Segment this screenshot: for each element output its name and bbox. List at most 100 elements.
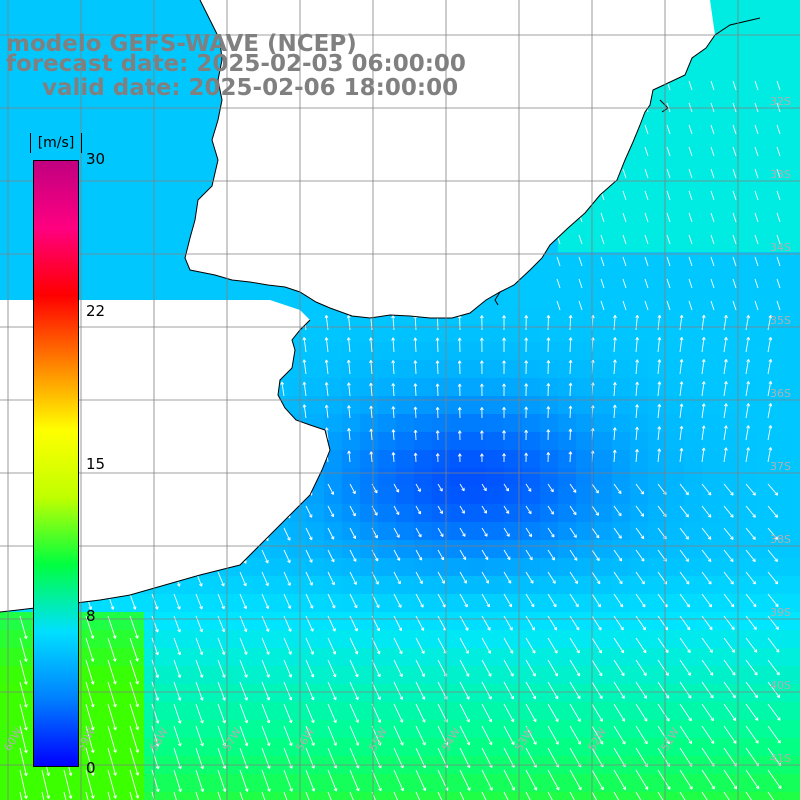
wind-arrow [393, 571, 401, 585]
field-cell [306, 396, 325, 415]
field-cell [630, 522, 649, 541]
wind-arrow [613, 703, 626, 722]
field-cell [324, 720, 343, 739]
field-cell [522, 774, 541, 793]
wind-arrow [413, 429, 418, 441]
field-cell [540, 450, 559, 469]
wind-arrow [261, 549, 269, 564]
field-cell [198, 630, 217, 649]
wind-arrow [701, 725, 715, 744]
field-cell [234, 612, 253, 631]
wind-arrow [644, 234, 649, 245]
wind-arrow [261, 791, 266, 800]
field-cell [666, 108, 685, 127]
field-cell [684, 720, 703, 739]
field-cell [216, 756, 235, 775]
wind-arrow [346, 382, 351, 397]
wind-arrow [173, 725, 182, 747]
field-cell [702, 252, 721, 271]
field-cell [576, 594, 595, 613]
wind-arrow [688, 80, 693, 91]
wind-arrow [613, 314, 617, 331]
wind-arrow [701, 381, 706, 397]
wind-arrow [767, 615, 779, 630]
field-cell [540, 252, 559, 271]
field-cell [756, 720, 775, 739]
field-cell [576, 702, 595, 721]
wind-arrow [393, 505, 400, 515]
wind-arrow [776, 80, 781, 91]
wind-arrow [525, 637, 536, 654]
field-cell [612, 666, 631, 685]
field-cell [792, 126, 800, 145]
field-cell [756, 630, 775, 649]
field-cell [738, 612, 757, 631]
field-cell [486, 684, 505, 703]
wind-arrow [525, 681, 537, 700]
wind-arrow [578, 256, 583, 267]
wind-arrow [591, 791, 598, 800]
field-cell [666, 576, 685, 595]
field-cell [756, 504, 775, 523]
field-cell [684, 198, 703, 217]
wind-arrow [546, 429, 551, 441]
wind-arrow [701, 615, 713, 631]
field-cell [792, 252, 800, 271]
field-cell [612, 576, 631, 595]
field-cell [540, 738, 559, 757]
field-cell [648, 270, 667, 289]
wind-arrow [524, 429, 529, 441]
field-cell [666, 774, 685, 793]
wind-arrow [349, 725, 360, 746]
field-cell [468, 774, 487, 793]
field-cell [774, 306, 793, 325]
field-cell [432, 468, 451, 487]
field-cell [702, 774, 721, 793]
field-cell [486, 612, 505, 631]
wind-arrow [745, 791, 752, 800]
wind-arrow [503, 505, 510, 514]
field-cell [540, 396, 559, 415]
wind-arrow [195, 593, 203, 610]
wind-arrow [393, 769, 404, 792]
field-cell [360, 702, 379, 721]
wind-arrow [754, 168, 759, 179]
field-cell [396, 468, 415, 487]
field-cell [612, 216, 631, 235]
field-cell [666, 468, 685, 487]
wind-arrow [415, 637, 425, 655]
field-cell [702, 234, 721, 253]
field-cell [684, 450, 703, 469]
field-cell [468, 738, 487, 757]
lat-label: 32S [770, 95, 791, 108]
field-cell [450, 756, 469, 775]
field-cell [180, 72, 199, 91]
wind-arrow [701, 681, 714, 699]
field-cell [18, 0, 37, 19]
field-cell [702, 378, 721, 397]
wind-arrow [568, 382, 573, 397]
field-cell [684, 360, 703, 379]
wind-arrow [525, 549, 533, 561]
wind-arrow [657, 448, 662, 463]
wind-arrow [635, 791, 642, 800]
wind-arrow [393, 637, 403, 655]
field-cell [648, 468, 667, 487]
field-cell [756, 540, 775, 559]
wind-arrow [413, 337, 418, 353]
field-cell [450, 576, 469, 595]
wind-arrow [591, 681, 603, 699]
field-cell [432, 342, 451, 361]
field-cell [306, 324, 325, 343]
field-cell [684, 558, 703, 577]
field-cell [792, 324, 800, 343]
field-cell [486, 702, 505, 721]
field-cell [396, 324, 415, 343]
wind-arrow [479, 315, 484, 331]
field-cell [774, 504, 793, 523]
field-cell [702, 216, 721, 235]
field-cell [126, 126, 145, 145]
wind-arrow [666, 168, 671, 179]
field-cell [468, 522, 487, 541]
field-cell [378, 432, 397, 451]
